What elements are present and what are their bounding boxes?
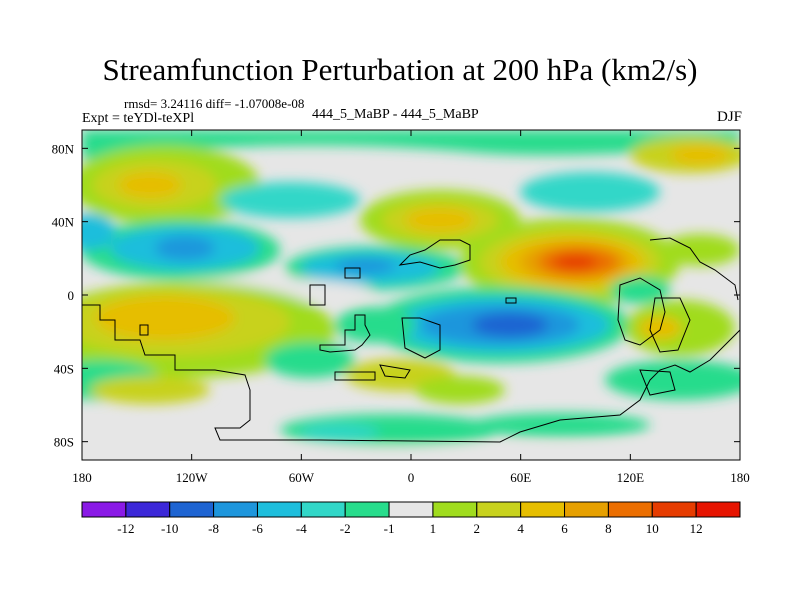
colorbar-label: 12 (690, 521, 703, 536)
x-tick-label: 0 (408, 470, 415, 485)
run-comparison-label: 444_5_MaBP - 444_5_MaBP (312, 107, 479, 122)
colorbar-label: 2 (474, 521, 481, 536)
x-tick-label: 60E (510, 470, 531, 485)
colorbar-label: 8 (605, 521, 612, 536)
colorbar-swatch (564, 501, 609, 518)
colorbar-swatch (125, 501, 171, 518)
colorbar-swatch (169, 501, 215, 518)
y-tick-label: 80S (54, 435, 74, 450)
colorbar-label: 1 (430, 521, 437, 536)
colorbar-swatch (81, 501, 127, 518)
colorbar-swatch (388, 501, 434, 518)
colorbar-label: -10 (161, 521, 178, 536)
colorbar-swatch (256, 501, 302, 518)
colorbar-label: -12 (117, 521, 134, 536)
colorbar-swatch (476, 501, 522, 518)
colorbar-swatch (607, 501, 653, 518)
x-tick-label: 120W (176, 470, 209, 485)
colorbar-label: -8 (208, 521, 219, 536)
experiment-label: Expt = teYDl-teXPl (82, 111, 195, 126)
colorbar-label: -4 (296, 521, 307, 536)
figure-title: Streamfunction Perturbation at 200 hPa (… (102, 52, 698, 87)
contour-field (82, 130, 740, 460)
colorbar-label: -1 (384, 521, 395, 536)
colorbar-label: -2 (340, 521, 351, 536)
colorbar-label: 4 (517, 521, 524, 536)
colorbar-swatch (520, 501, 566, 518)
colorbar-swatch (344, 501, 390, 518)
x-tick-label: 60W (289, 470, 315, 485)
colorbar-swatch (432, 501, 478, 518)
colorbar-swatch (651, 501, 697, 518)
x-tick-label: 120E (617, 470, 645, 485)
y-tick-label: 40N (52, 215, 75, 230)
y-tick-label: 40S (54, 361, 74, 376)
colorbar: -12 -10 -8 -6 -4 -2 -1 1 2 4 6 8 10 12 (81, 501, 741, 536)
y-axis: 80N 40N 0 40S 80S (52, 141, 740, 450)
x-tick-label: 180 (72, 470, 92, 485)
colorbar-label: 6 (561, 521, 568, 536)
y-tick-label: 0 (68, 288, 75, 303)
colorbar-swatch (213, 501, 258, 518)
x-tick-label: 180 (730, 470, 750, 485)
y-tick-label: 80N (52, 141, 75, 156)
coastlines (82, 237, 740, 443)
season-label: DJF (716, 109, 742, 125)
colorbar-swatch (695, 501, 741, 518)
x-axis: 180 120W 60W 0 60E 120E 180 (72, 130, 750, 485)
colorbar-label: 10 (646, 521, 659, 536)
rmsd-diff-stats: rmsd= 3.24116 diff= -1.07008e-08 (124, 96, 305, 111)
colorbar-label: -6 (252, 521, 263, 536)
colorbar-swatch (300, 501, 346, 518)
